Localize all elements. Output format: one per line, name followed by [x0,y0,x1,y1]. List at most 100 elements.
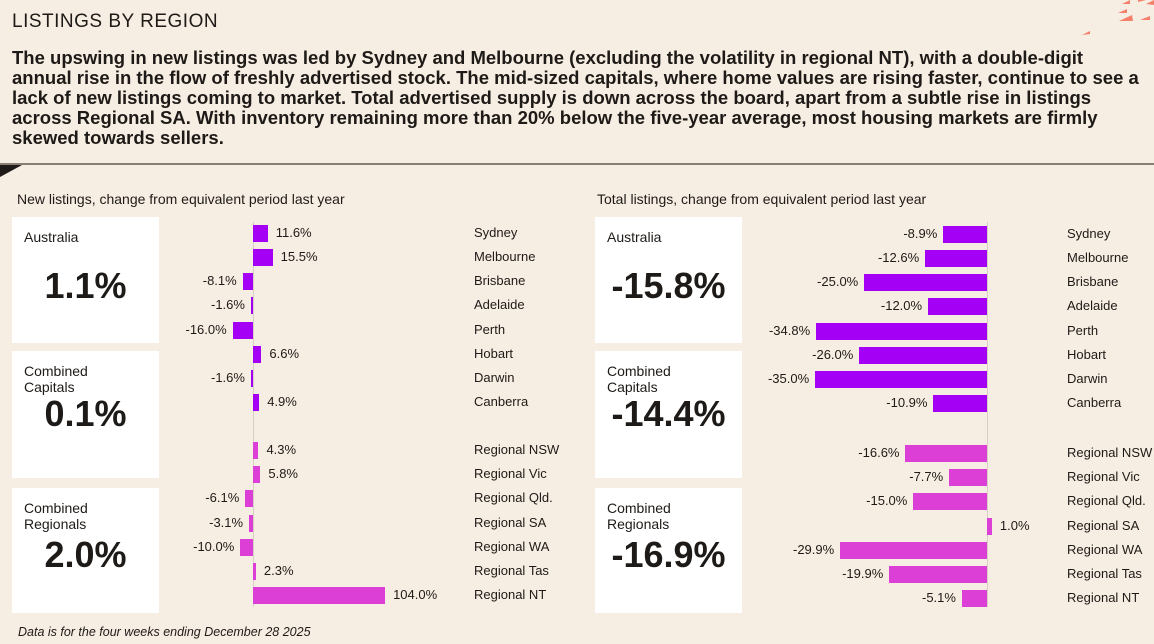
category-label: Regional WA [474,538,550,554]
bar [240,538,253,556]
data-label: 15.5% [280,249,318,265]
category-label: Regional NSW [1067,445,1153,460]
bar [913,493,987,511]
data-label: 104.0% [393,587,438,603]
data-label: -1.6% [211,297,245,313]
divider [0,163,1154,165]
category-label: Canberra [474,394,529,410]
bar [249,514,253,532]
chart-title: New listings, change from equivalent per… [17,191,345,207]
data-label: -29.9% [793,541,835,557]
bar [253,225,268,242]
data-label: -6.1% [205,490,240,506]
summary-label: Australia [24,229,79,245]
category-label: Regional WA [1067,541,1143,557]
bar [859,346,987,364]
category-label: Regional Tas [474,563,549,578]
category-label: Regional SA [1067,517,1140,533]
chart-title: Total listings, change from equivalent p… [597,191,927,207]
bar [250,369,253,387]
category-label: Regional NSW [474,442,560,457]
summary-card: Combined Regionals 2.0% [12,488,159,613]
category-label: Sydney [474,225,518,240]
category-label: Melbourne [474,249,536,265]
summary-value: -15.8% [611,265,726,306]
bar [253,249,273,267]
data-label: -8.1% [202,273,237,289]
category-label: Brisbane [1067,274,1119,290]
summary-value: 0.1% [44,393,127,434]
category-label: Darwin [1067,370,1108,386]
category-label: Adelaide [1067,298,1118,314]
category-label: Regional NT [1067,590,1140,606]
data-label: -25.0% [817,274,859,290]
bar [864,274,987,292]
data-label: 11.6% [275,225,312,240]
category-label: Regional Tas [1067,566,1142,581]
summary-value: 2.0% [44,534,127,575]
bar [961,590,987,608]
category-label: Perth [474,321,506,337]
data-label: -10.0% [193,538,235,554]
summary-label: Combined Regionals [24,500,88,532]
zero-axis [253,222,254,607]
zero-axis [987,222,988,607]
summary-card: Combined Capitals -14.4% [595,351,742,478]
divider-accent [0,165,22,177]
data-label: -16.0% [185,321,227,337]
data-label: -12.6% [877,250,920,266]
data-label: -16.6% [858,445,900,460]
bar [815,370,987,388]
data-label: -34.8% [768,322,811,338]
category-label: Regional Vic [1067,469,1140,485]
data-label: 4.3% [266,442,297,457]
bar [253,563,256,580]
page-title: LISTINGS BY REGION [12,11,219,32]
brand-logo-icon [1082,0,1154,35]
bar [987,517,992,535]
summary-card: Combined Regionals -16.9% [595,488,742,613]
category-label: Regional SA [474,514,547,530]
data-label: -1.6% [211,369,245,385]
summary-card: Australia 1.1% [12,217,159,343]
data-label: -35.0% [767,370,810,386]
bar [928,298,987,316]
bar [250,297,253,315]
bar [943,226,987,243]
category-label: Regional Qld. [1067,493,1146,509]
category-label: Hobart [474,345,514,361]
category-label: Adelaide [474,297,525,313]
summary-label: Combined Capitals [607,363,671,395]
data-label: 2.3% [263,563,294,578]
bar [245,490,253,508]
bar [905,445,987,462]
category-label: Sydney [1067,226,1111,241]
category-label: Canberra [1067,395,1122,411]
category-label: Melbourne [1067,250,1129,266]
data-label: 5.8% [268,466,298,482]
bar [933,395,987,413]
category-label: Regional NT [474,587,547,603]
summary-value: -16.9% [611,534,726,575]
data-label: -5.1% [922,590,956,606]
summary-card: Combined Capitals 0.1% [12,351,159,478]
data-label: -7.7% [909,469,944,485]
bar [232,321,253,339]
data-label: 1.0% [999,517,1030,533]
summary-label: Australia [607,229,662,245]
bar [840,541,987,559]
data-label: -15.0% [866,493,908,509]
data-label: 6.6% [269,345,300,361]
category-label: Brisbane [474,273,526,289]
category-label: Regional Qld. [474,490,553,506]
bar [253,345,262,363]
summary-label: Combined Regionals [607,500,671,532]
bar [253,587,386,605]
data-label: -12.0% [880,298,923,314]
footnote: Data is for the four weeks ending Decemb… [18,625,311,639]
bar [242,273,253,291]
summary-label: Combined Capitals [24,363,88,395]
category-label: Perth [1067,322,1099,338]
summary-card: Australia -15.8% [595,217,742,343]
